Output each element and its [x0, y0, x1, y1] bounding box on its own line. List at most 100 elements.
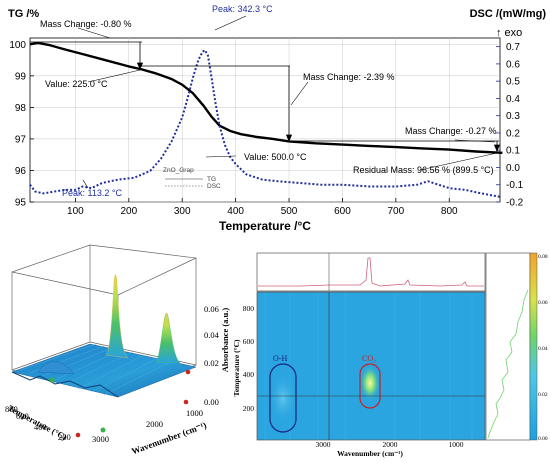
x-tick-label: 200: [120, 206, 137, 217]
mass-change-markers: [30, 41, 501, 153]
surface-marker-green-1: [49, 377, 55, 383]
oh-hotspot: [269, 372, 297, 424]
surface-marker-green-2: [100, 427, 106, 433]
annotation-value-225: Value: 225.0 °C: [45, 79, 108, 89]
y-right-tick-label: 0.3: [506, 111, 520, 122]
hm-x-tick-3000: 3000: [316, 440, 331, 449]
x-tick-label: 300: [174, 206, 191, 217]
x-tick-label: 100: [67, 206, 84, 217]
surface-ridge-lines: [19, 343, 173, 396]
y-right-tick-label: 0.2: [506, 128, 520, 139]
annotation-peak-113: Peak: 113.2 °C: [62, 188, 122, 198]
annotation-leaders: [77, 15, 498, 189]
annotation-mass-change-1: Mass Change: -0.80 %: [40, 19, 132, 29]
x-tick-2000: 2000: [146, 419, 163, 429]
co2-hotspot: [360, 365, 380, 401]
cbar-tick-0.00: 0.00: [538, 436, 548, 442]
y-left-axis-label: TG /%: [8, 8, 39, 20]
x-axis-ticks: 100 200 300 400 500 600 700 800: [67, 198, 458, 217]
surface-marker-red-2: [183, 399, 189, 405]
y-right-tick-label: 0.1: [506, 146, 520, 157]
z-tick-1: 0.04: [204, 330, 220, 340]
tg-dsc-series: [29, 41, 503, 198]
tg-series-line: [29, 41, 503, 154]
x-tick-label: 400: [227, 206, 244, 217]
ftir-3d-surface-chart: 0.06 0.04 0.02 0.00 Absorbance (a.u.) 80…: [5, 244, 230, 456]
y-left-tick-label: 96: [15, 166, 27, 177]
y-left-tick-label: 97: [15, 134, 27, 145]
co2-region-outline: [359, 363, 381, 409]
co2-region-label: CO₂: [362, 354, 376, 363]
hm-y-axis-label: Temperature (°C): [232, 339, 241, 396]
z-tick-2: 0.02: [204, 358, 219, 368]
co2-peak: [105, 274, 129, 359]
surface-floor: [11, 343, 197, 398]
top-spectrum-line: [258, 257, 484, 287]
hm-x-axis-label: Wavenumber (cm⁻¹): [337, 449, 403, 458]
y-right-tick-label: 0.0: [506, 163, 520, 174]
x-tick-label: 700: [388, 206, 405, 217]
annotation-peak-342: Peak: 342.3 °C: [212, 4, 273, 14]
hm-x-tick-2000: 2000: [383, 440, 398, 449]
y-right-tick-label: 0.7: [506, 42, 520, 53]
secondary-peak: [155, 312, 181, 364]
z-tick-3: 0.00: [204, 397, 219, 407]
y-left-tick-label: 100: [9, 40, 26, 51]
tg-dsc-chart: TG /% DSC /(mW/mg) ↑ exo 100 200 300 400 500…: [8, 4, 546, 233]
y-tick-600: 600: [16, 411, 29, 421]
x-tick-label: 800: [441, 206, 458, 217]
legend-title: ZnO_Grap: [163, 167, 194, 174]
tg-dsc-plot-frame: [29, 37, 501, 203]
annotation-residual-mass: Residual Mass: 96.56 % (899.5 °C): [353, 165, 494, 175]
x-tick-1000: 1000: [186, 408, 203, 418]
ftir-heatmap-chart: O-H CO₂ 800 600 400 200 Temperature (°C)…: [232, 252, 548, 458]
dsc-series-line: [29, 48, 501, 198]
heatmap-texture: [264, 292, 473, 440]
hm-y-tick-400: 400: [243, 370, 255, 379]
x-axis-label-3d: Wavenumber (cm⁻¹): [130, 420, 208, 456]
hm-y-tick-600: 600: [243, 337, 255, 346]
y-left-tick-label: 98: [15, 103, 27, 114]
y-right-tick-label: -0.2: [506, 198, 524, 209]
x-tick-3000: 3000: [92, 434, 109, 444]
annotation-mass-change-2: Mass Change: -2.39 %: [303, 72, 395, 82]
annotation-value-500: Value: 500.0 °C: [244, 152, 307, 162]
oh-region-outline: [269, 363, 297, 433]
z-tick-0: 0.06: [204, 304, 219, 314]
surface-marker-red-1: [185, 369, 191, 375]
y-tick-800: 800: [5, 404, 18, 414]
hm-x-tick-1000: 1000: [449, 440, 464, 449]
y-right-axis-ticks: -0.2 -0.1 0.0 0.1 0.2 0.3 0.4 0.5 0.6 0.7: [496, 42, 524, 209]
side-profile-frame: [485, 252, 531, 441]
x-tick-label: 500: [281, 206, 298, 217]
side-profile-line: [487, 289, 529, 439]
y-tick-200: 200: [58, 432, 71, 442]
surface-marker-red-3: [75, 432, 81, 438]
tg-dsc-gridlines: [30, 38, 500, 203]
hm-y-tick-800: 800: [243, 304, 255, 313]
legend-tg-label: TG: [207, 176, 216, 183]
y-tick-400: 400: [34, 422, 47, 432]
y-right-tick-label: 0.5: [506, 77, 520, 88]
x-axis-label: Temperature /°C: [219, 219, 311, 233]
tg-dsc-legend: ZnO_Grap TG DSC: [163, 167, 221, 190]
oh-region-label: O-H: [273, 354, 287, 363]
z-axis-label: Absorbance (a.u.): [220, 308, 230, 373]
cbar-tick-0.08: 0.08: [538, 254, 548, 260]
cbar-tick-0.06: 0.06: [538, 300, 548, 306]
colorbar: [529, 252, 538, 441]
y-right-tick-label: 0.6: [506, 59, 520, 70]
y-right-axis-label: DSC /(mW/mg): [470, 8, 547, 20]
cbar-tick-0.02: 0.02: [538, 392, 548, 398]
surface-front-edge: [11, 371, 119, 398]
y-axis-label-3d: Temperature (°C): [7, 403, 69, 442]
oh-hump: [37, 361, 75, 375]
y-left-tick-label: 99: [15, 71, 27, 82]
x-tick-label: 600: [334, 206, 351, 217]
y-right-tick-label: 0.4: [506, 94, 520, 105]
y-right-tick-label: -0.1: [506, 180, 524, 191]
cbar-tick-0.04: 0.04: [538, 346, 548, 352]
legend-dsc-label: DSC: [207, 183, 221, 190]
